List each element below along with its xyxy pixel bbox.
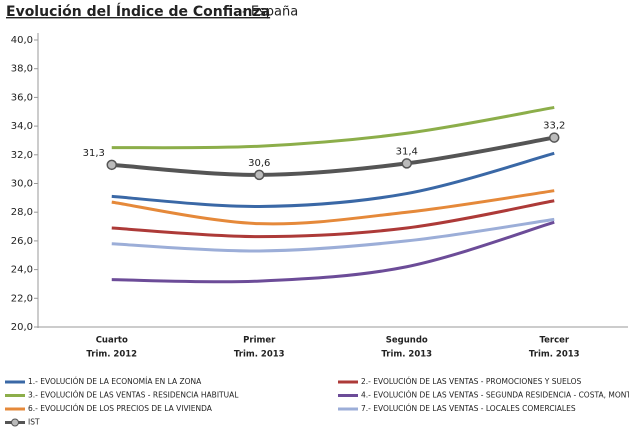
y-tick-label: 38,0 <box>11 64 33 75</box>
x-tick-label: Trim. 2013 <box>381 350 432 360</box>
legend-label: 4.- EVOLUCIÓN DE LAS VENTAS - SEGUNDA RE… <box>361 391 629 400</box>
y-tick-label: 34,0 <box>11 121 33 132</box>
legend-marker <box>11 418 19 427</box>
y-tick-label: 30,0 <box>11 179 33 190</box>
legend-label: IST <box>28 418 40 427</box>
legend-label: 3.- EVOLUCIÓN DE LAS VENTAS - RESIDENCIA… <box>28 391 239 400</box>
y-tick-label: 26,0 <box>11 236 33 247</box>
y-tick-label: 22,0 <box>11 293 33 304</box>
x-tick-label: Cuarto <box>96 336 128 346</box>
y-tick-label: 32,0 <box>11 150 33 161</box>
marker <box>254 169 265 181</box>
x-tick-label: Primer <box>243 336 276 346</box>
y-tick-label: 36,0 <box>11 92 33 103</box>
data-label: 31,4 <box>396 146 418 157</box>
series-line <box>111 135 555 177</box>
legend-label: 2.- EVOLUCIÓN DE LAS VENTAS - PROMOCIONE… <box>361 377 582 386</box>
chart-subtitle: - España <box>242 5 298 20</box>
data-label: 31,3 <box>83 148 105 159</box>
x-tick-label: Tercer <box>539 336 569 346</box>
x-tick-label: Trim. 2013 <box>529 350 580 360</box>
series-line <box>111 105 555 150</box>
data-label: 33,2 <box>543 121 565 132</box>
marker <box>401 158 412 169</box>
y-tick-label: 20,0 <box>11 322 33 333</box>
legend-label: 6.- EVOLUCIÓN DE LOS PRECIOS DE LA VIVIE… <box>28 404 213 413</box>
series-line <box>111 189 555 226</box>
legend-label: 1.- EVOLUCIÓN DE LA ECONOMÍA EN LA ZONA <box>28 377 202 386</box>
y-tick-label: 28,0 <box>11 207 33 218</box>
y-tick-label: 40,0 <box>11 35 33 46</box>
series-line <box>111 220 555 284</box>
marker <box>549 132 560 143</box>
x-tick-label: Segundo <box>386 336 428 346</box>
legend-label: 7.- EVOLUCIÓN DE LAS VENTAS - LOCALES CO… <box>361 404 576 413</box>
x-tick-label: Trim. 2013 <box>234 350 285 360</box>
series-line <box>111 217 555 253</box>
series-line <box>111 151 555 208</box>
chart-title: Evolución del Índice de Confianza <box>6 3 270 20</box>
marker <box>106 159 117 171</box>
x-tick-label: Trim. 2012 <box>86 350 137 360</box>
data-label: 30,6 <box>248 158 270 169</box>
series-line <box>111 199 555 239</box>
y-tick-label: 24,0 <box>11 265 33 276</box>
